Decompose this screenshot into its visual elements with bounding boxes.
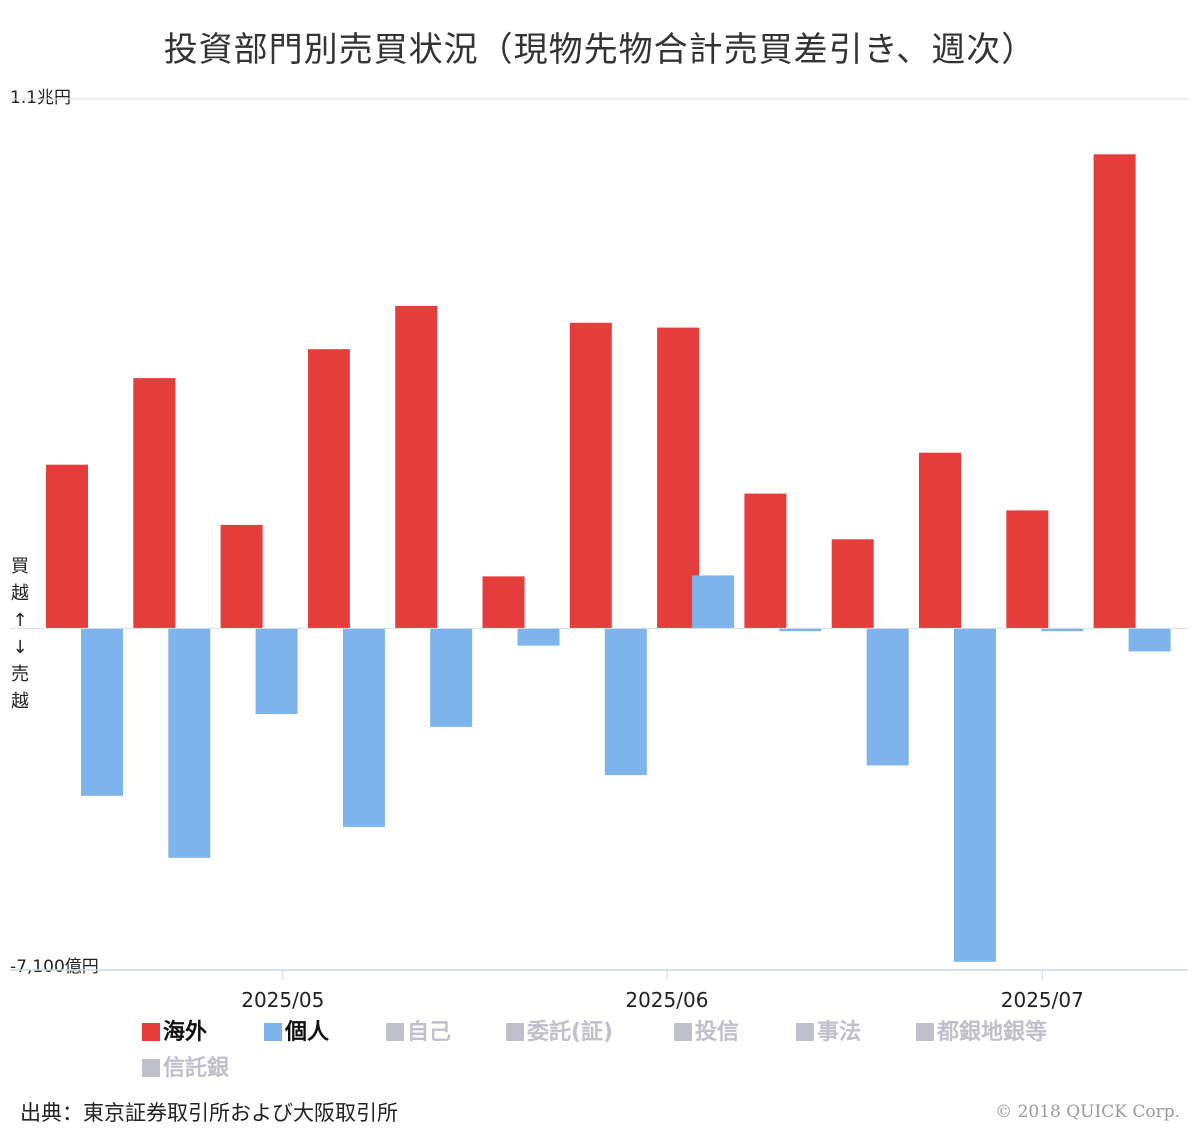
bar-overseas bbox=[1093, 154, 1136, 629]
bar-overseas bbox=[133, 378, 176, 629]
bar-overseas bbox=[1006, 510, 1049, 629]
bar-overseas bbox=[482, 576, 525, 629]
legend-item-overseas[interactable]: 海外 bbox=[142, 1014, 207, 1046]
bar-individual bbox=[81, 628, 123, 796]
bar-individual bbox=[168, 628, 211, 858]
legend-swatch bbox=[796, 1023, 814, 1041]
legend-label: 都銀地銀等 bbox=[937, 1020, 1048, 1045]
source-note: 出典：東京証券取引所および大阪取引所 bbox=[20, 1101, 398, 1125]
legend-item-investment-trust[interactable]: 投信 bbox=[674, 1014, 739, 1046]
x-tick-label: 2025/05 bbox=[241, 988, 324, 1012]
bar-overseas bbox=[307, 349, 350, 629]
legend-label: 投信 bbox=[695, 1020, 740, 1045]
legend-swatch bbox=[264, 1023, 282, 1041]
y-axis-max-label: 1.1兆円 bbox=[10, 88, 72, 108]
bar-overseas bbox=[569, 322, 612, 629]
legend-swatch bbox=[386, 1023, 404, 1041]
legend-item-individual[interactable]: 個人 bbox=[264, 1014, 329, 1046]
legend-item-business-corp[interactable]: 事法 bbox=[796, 1014, 861, 1046]
bar-overseas bbox=[220, 524, 263, 629]
bar-individual bbox=[779, 628, 822, 632]
legend-swatch bbox=[506, 1023, 524, 1041]
bar-overseas bbox=[831, 539, 874, 629]
bar-individual bbox=[342, 628, 385, 827]
x-tick-label: 2025/06 bbox=[625, 988, 708, 1012]
legend-label: 事法 bbox=[817, 1020, 862, 1045]
side-label-bottom-1: 売 bbox=[11, 664, 29, 685]
bar-overseas bbox=[744, 493, 787, 629]
legend-label: 個人 bbox=[285, 1020, 330, 1045]
legend-swatch bbox=[674, 1023, 692, 1041]
legend-item-trust-banks[interactable]: 信託銀 bbox=[142, 1050, 229, 1082]
bar-individual bbox=[517, 628, 560, 646]
arrow-down-icon: ↓ bbox=[12, 637, 28, 658]
y-axis-min-label: -7,100億円 bbox=[10, 957, 99, 977]
bar-individual bbox=[1041, 628, 1084, 632]
legend-label: 信託銀 bbox=[163, 1056, 230, 1081]
legend-swatch bbox=[142, 1059, 160, 1077]
legend-item-brokerage[interactable]: 委託(証) bbox=[506, 1014, 613, 1046]
chart-title: 投資部門別売買状況（現物先物合計売買差引き、週次） bbox=[163, 30, 1037, 70]
side-label-top-2: 越 bbox=[11, 583, 29, 604]
bar-individual bbox=[866, 628, 909, 766]
arrow-up-icon: ↑ bbox=[12, 610, 28, 631]
bar-individual bbox=[692, 575, 735, 629]
bar-individual bbox=[430, 628, 473, 727]
bar-individual bbox=[255, 628, 298, 714]
legend-label: 海外 bbox=[163, 1020, 208, 1045]
x-tick-label: 2025/07 bbox=[1001, 988, 1084, 1012]
bar-individual bbox=[1128, 628, 1171, 652]
legend-label: 委託(証) bbox=[527, 1020, 614, 1045]
bar-individual bbox=[954, 628, 996, 962]
legend-item-banks[interactable]: 都銀地銀等 bbox=[916, 1014, 1047, 1046]
legend-swatch bbox=[916, 1023, 934, 1041]
bar-individual bbox=[604, 628, 647, 776]
bar-overseas bbox=[919, 452, 961, 629]
buy-sell-side-label: 買 越 ↑ ↓ 売 越 bbox=[9, 553, 31, 715]
side-label-bottom-2: 越 bbox=[11, 691, 29, 712]
bar-overseas bbox=[395, 305, 438, 629]
legend-swatch bbox=[142, 1023, 160, 1041]
side-label-top-1: 買 bbox=[11, 556, 29, 577]
legend-label: 自己 bbox=[407, 1020, 452, 1045]
bar-overseas bbox=[46, 464, 88, 629]
legend-item-dealer[interactable]: 自己 bbox=[386, 1014, 451, 1046]
copyright: © 2018 QUICK Corp. bbox=[995, 1102, 1180, 1122]
